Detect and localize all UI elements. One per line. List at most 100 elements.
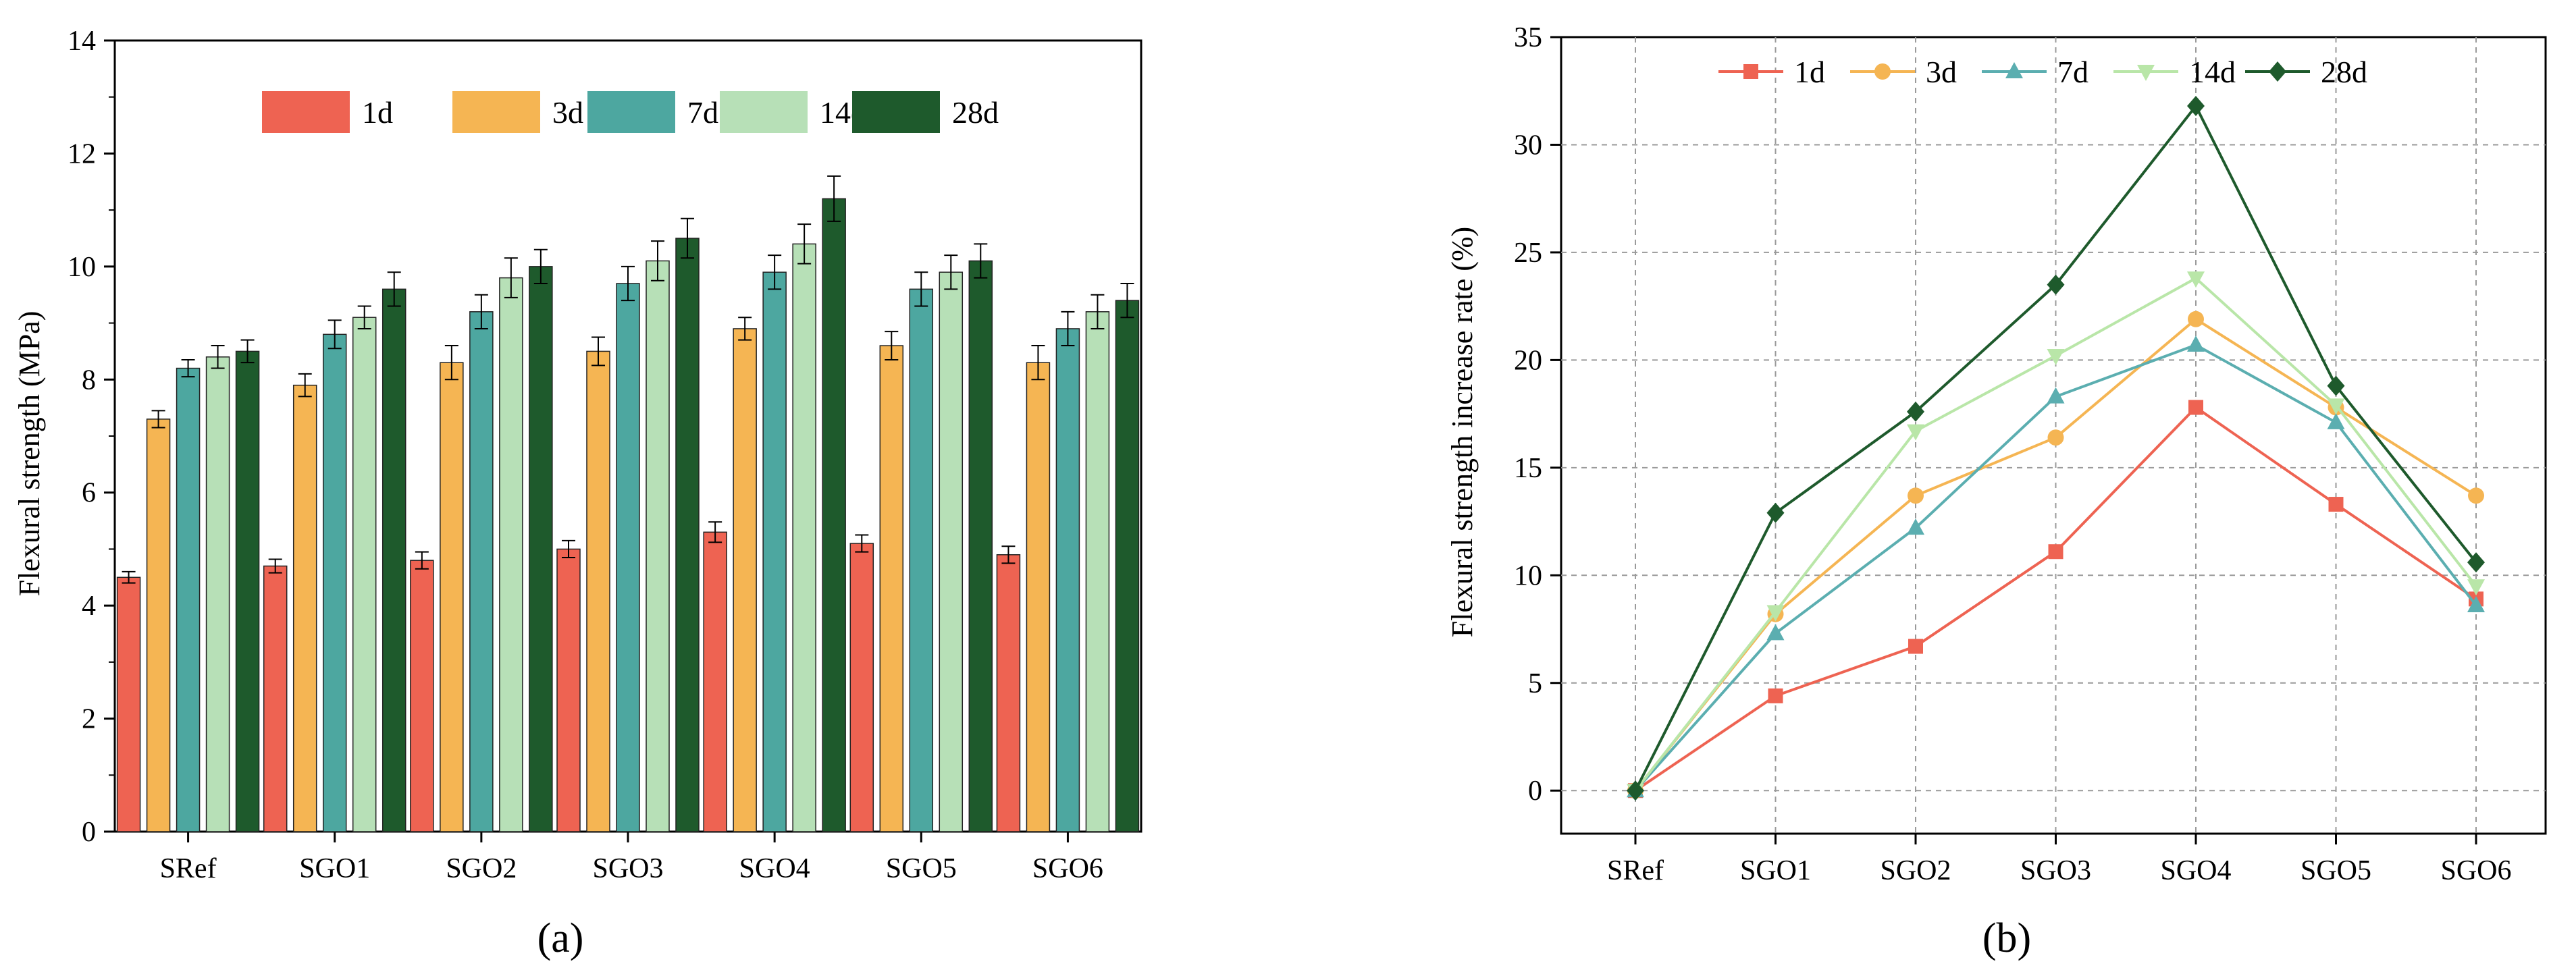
x-tick-label-a: SGO1 [299,853,370,884]
legend-label-28d: 28d [2321,55,2367,89]
data-point-28d [1627,780,1644,801]
bar-28d [529,266,553,832]
y-tick-label-b: 25 [1514,238,1542,269]
y-tick-label-b: 20 [1514,345,1542,376]
bar-3d [879,345,904,832]
legend-label-3d: 3d [552,95,583,130]
legend-swatch-1d [262,91,350,133]
data-point-14d [1907,424,1924,441]
bar-14d [792,243,816,832]
y-tick-label-b: 35 [1514,22,1542,53]
panel-label-a: (a) [537,915,584,961]
bar-1d [263,565,288,832]
bar-28d [822,198,846,832]
legend-marker-28d [2269,61,2286,82]
bar-28d [235,350,260,832]
y-axis-title-b: Flexural strength increase rate (%) [1446,227,1479,637]
x-tick-label-b: SGO5 [2301,855,2371,886]
bar-28d [382,288,406,832]
line-chart-panel-b: Flexural strength increase rate (%) (b) … [1446,22,2547,961]
bar-7d [322,333,347,832]
bar-14d [205,356,230,832]
data-point-28d [2047,274,2065,295]
data-point-1d [2188,400,2203,415]
x-tick-label-a: SGO2 [446,853,517,884]
data-point-14d [2327,398,2345,415]
data-point-7d [1766,624,1785,641]
legend-label-28d: 28d [952,95,999,130]
y-tick-label-a: 10 [68,252,96,283]
legend-swatch-7d [587,91,675,133]
bar-1d [410,560,434,832]
plot-frame-b [1560,36,2547,835]
x-tick-label-b: SRef [1607,855,1664,886]
bar-3d [292,384,317,832]
legend-marker-14d [2137,65,2155,81]
legend-marker-3d [1874,63,1891,80]
data-point-28d [1766,502,1785,523]
bar-28d [968,260,993,832]
legend-marker-7d [2005,62,2023,78]
data-point-14d [1766,605,1785,622]
data-point-7d [2327,412,2345,429]
data-point-3d [2047,429,2064,446]
bar-7d [469,311,494,832]
panel-label-b: (b) [1982,915,2031,961]
bar-1d [116,576,141,832]
y-tick-label-b: 0 [1528,776,1542,807]
data-point-1d [1908,639,1923,654]
data-point-14d [2187,271,2205,288]
legend-label-3d: 3d [1926,55,1957,89]
y-tick-label-b: 5 [1528,668,1542,699]
data-point-3d [2188,311,2204,327]
bar-7d [909,288,934,832]
y-tick-label-a: 0 [82,817,96,848]
data-point-7d [2047,387,2065,404]
legend-marker-1d [1743,64,1758,79]
y-tick-label-a: 6 [82,478,96,509]
bar-chart-panel-a: Flexural strength (MPa) (a) 0 2 4 6 8 10 12 14 S… [13,26,1142,961]
bar-14d [352,317,377,832]
y-tick-label-b: 15 [1514,453,1542,484]
bar-1d [849,543,874,832]
bar-3d [440,362,464,832]
x-tick-label-a: SRef [160,853,217,884]
x-tick-label-b: SGO3 [2020,855,2091,886]
x-tick-label-b: SGO1 [1740,855,1811,886]
bar-1d [703,531,727,832]
legend-label-7d: 7d [2057,55,2088,89]
legend-label-14d: 14d [2189,55,2236,89]
data-point-1d [1768,688,1783,703]
y-tick-label-a: 14 [68,26,96,57]
bar-3d [733,328,757,832]
bar-3d [146,419,171,832]
x-tick-label-a: SGO4 [739,853,810,884]
bar-14d [1085,311,1110,832]
bar-1d [556,548,581,832]
x-tick-label-a: SGO6 [1032,853,1103,884]
data-point-14d [2047,349,2065,365]
bar-1d [996,554,1021,832]
bar-28d [675,238,700,832]
y-tick-label-a: 2 [82,704,96,735]
legend-label-1d: 1d [1794,55,1825,89]
bar-7d [1055,328,1080,832]
y-tick-label-a: 4 [82,591,96,622]
y-tick-label-a: 8 [82,365,96,396]
y-tick-label-b: 10 [1514,560,1542,591]
bar-7d [762,271,787,832]
data-point-3d [2468,487,2484,504]
x-tick-label-b: SGO4 [2160,855,2231,886]
data-point-1d [2048,544,2064,560]
data-point-7d [2187,335,2205,352]
data-point-1d [2328,497,2344,512]
data-point-28d [2467,552,2485,573]
bar-3d [1026,362,1051,832]
y-tick-label-a: 12 [68,138,96,169]
data-point-14d [2467,579,2485,596]
data-point-28d [2327,375,2345,396]
legend-swatch-14d [720,91,808,133]
x-tick-label-a: SGO3 [592,853,663,884]
data-point-7d [2467,595,2485,612]
